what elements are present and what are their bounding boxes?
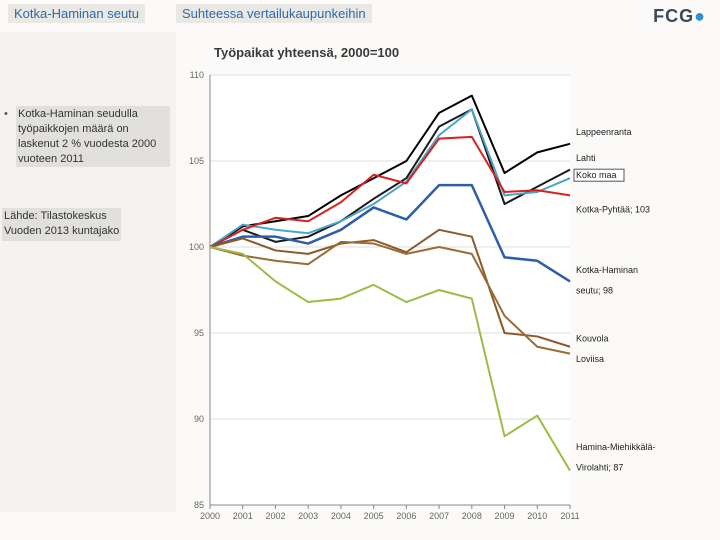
- svg-text:Lappeenranta: Lappeenranta: [576, 127, 632, 137]
- bullet-dot: •: [4, 108, 8, 120]
- svg-text:Hamina-Miehikkälä-: Hamina-Miehikkälä-: [576, 442, 656, 452]
- svg-text:Loviisa: Loviisa: [576, 354, 604, 364]
- svg-text:Kouvola: Kouvola: [576, 334, 609, 344]
- svg-text:2006: 2006: [396, 511, 416, 521]
- svg-text:seutu; 98: seutu; 98: [576, 285, 613, 295]
- svg-text:2008: 2008: [462, 511, 482, 521]
- svg-text:Koko maa: Koko maa: [576, 170, 617, 180]
- logo: FCG●: [653, 6, 706, 27]
- svg-text:100: 100: [189, 242, 204, 252]
- source-text: Lähde: Tilastokeskus Vuoden 2013 kuntaja…: [2, 208, 121, 241]
- sidebar: • Kotka-Haminan seudulla työpaikkojen mä…: [0, 32, 176, 512]
- svg-text:2002: 2002: [265, 511, 285, 521]
- svg-text:90: 90: [194, 414, 204, 424]
- svg-text:2005: 2005: [364, 511, 384, 521]
- svg-text:2007: 2007: [429, 511, 449, 521]
- svg-text:95: 95: [194, 328, 204, 338]
- bullet-item: • Kotka-Haminan seudulla työpaikkojen mä…: [2, 106, 170, 167]
- svg-text:2003: 2003: [298, 511, 318, 521]
- svg-text:Lahti: Lahti: [576, 153, 596, 163]
- svg-text:85: 85: [194, 500, 204, 510]
- source-line1: Lähde: Tilastokeskus: [4, 210, 107, 222]
- logo-dot: ●: [694, 6, 706, 26]
- svg-text:2010: 2010: [527, 511, 547, 521]
- svg-text:Virolahti; 87: Virolahti; 87: [576, 463, 623, 473]
- bullet-text: Kotka-Haminan seudulla työpaikkojen määr…: [16, 106, 170, 167]
- line-chart: 85 90 95 100 105 110 2000 2001 2002 2003 2004 2005 2…: [180, 30, 710, 530]
- svg-text:2009: 2009: [495, 511, 515, 521]
- svg-text:2001: 2001: [233, 511, 253, 521]
- svg-text:110: 110: [190, 70, 204, 80]
- svg-text:2000: 2000: [200, 511, 220, 521]
- logo-text: FCG: [653, 6, 694, 26]
- source-line2: Vuoden 2013 kuntajako: [4, 225, 119, 237]
- svg-text:105: 105: [189, 156, 204, 166]
- svg-text:2004: 2004: [331, 511, 351, 521]
- svg-text:Kotka-Haminan: Kotka-Haminan: [576, 265, 638, 275]
- header-left: Kotka-Haminan seutu: [8, 4, 145, 23]
- header-right: Suhteessa vertailukaupunkeihin: [176, 4, 372, 23]
- svg-text:Työpaikat yhteensä, 2000=100: Työpaikat yhteensä, 2000=100: [214, 45, 399, 60]
- svg-text:Kotka-Pyhtää; 103: Kotka-Pyhtää; 103: [576, 205, 650, 215]
- svg-text:2011: 2011: [560, 511, 579, 521]
